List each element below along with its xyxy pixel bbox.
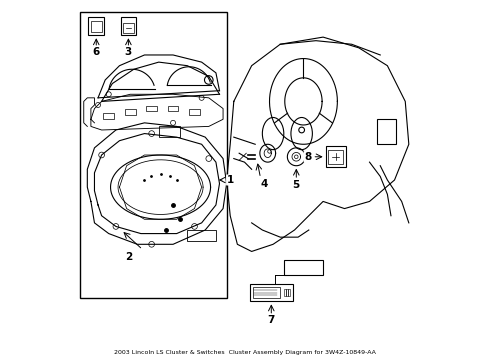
Bar [167,106,178,111]
Bar [288,289,290,296]
Text: 3: 3 [124,47,132,57]
Bar [376,119,395,144]
Text: 8: 8 [304,152,311,162]
Bar [328,150,342,164]
Bar [285,289,287,296]
Bar [146,106,157,111]
Bar [121,18,136,35]
Text: 1: 1 [226,175,233,185]
Bar [91,21,102,32]
Bar [283,260,323,275]
Bar [283,289,285,296]
Bar [123,23,134,33]
Bar [249,284,292,301]
Text: 4: 4 [260,179,267,189]
Text: 6: 6 [92,47,100,57]
Bar [124,109,135,115]
Text: 2: 2 [124,252,132,262]
Text: 2003 Lincoln LS Cluster & Switches  Cluster Assembly Diagram for 3W4Z-10849-AA: 2003 Lincoln LS Cluster & Switches Clust… [113,350,375,355]
Text: 7: 7 [267,315,274,325]
Text: 5: 5 [292,180,299,190]
Bar [80,12,226,298]
Bar [325,146,345,167]
Bar [159,126,180,137]
Bar [103,113,114,118]
Bar [88,18,104,35]
Bar [189,109,200,115]
Bar [187,230,216,241]
Bar [252,287,279,298]
